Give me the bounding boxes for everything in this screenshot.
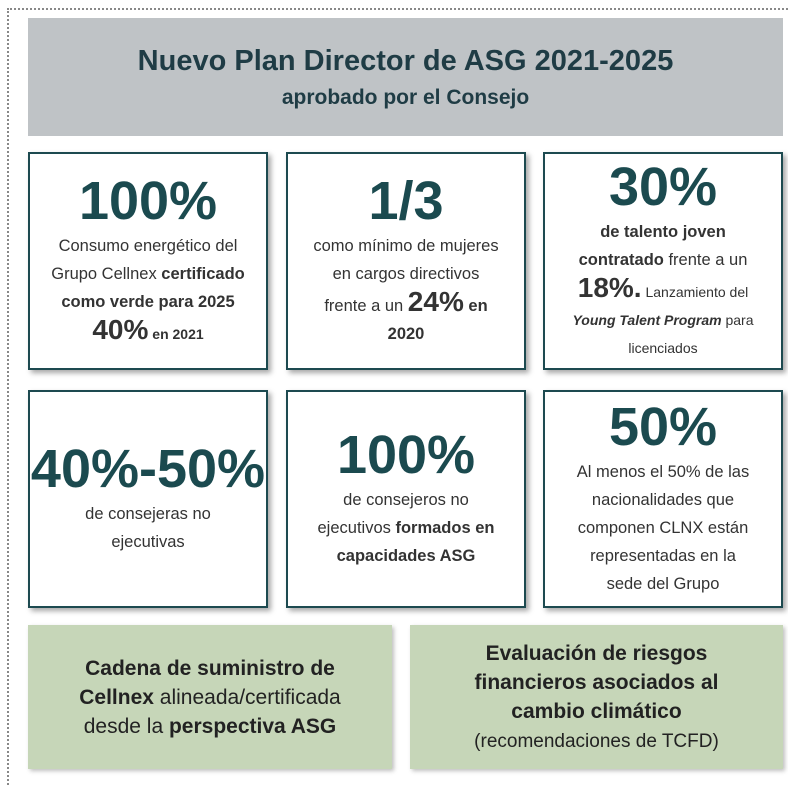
text-line: componen CLNX están [578,514,749,542]
text-line: desde la perspectiva ASG [84,712,337,741]
text-segment: como verde para 2025 [61,293,235,311]
text-segment: ejecutivas [111,533,185,551]
text-segment: para [721,312,754,328]
text-line: ejecutivas [111,528,184,556]
text-line: nacionalidades que [592,486,734,514]
text-segment: representadas en la [590,547,736,565]
text-line: Evaluación de riesgos [486,639,708,668]
text-segment: frente a un [663,251,748,269]
kpi-headline: 1/3 [368,171,444,231]
text-line: 40% en 2021 [92,316,203,348]
text-line: ejecutivos formados en [318,514,495,542]
text-line: Consumo energético del [59,232,238,260]
text-line: 18%. Lanzamiento del [578,274,748,306]
highlight-box: Cadena de suministro de Cellnex alineada/… [28,625,392,769]
text-segment: 24% [407,286,464,317]
text-segment: en 2021 [148,326,204,342]
text-line: sede del Grupo [607,570,720,598]
text-segment: capacidades ASG [336,547,476,565]
text-segment: contratado [578,251,664,269]
kpi-card: 30% de talento joven contratado frente a u… [543,152,783,370]
text-segment: como mínimo de mujeres [313,237,499,255]
kpi-headline: 100% [78,171,218,231]
text-segment: (recomendaciones de TCFD) [474,730,719,752]
kpi-headline: 50% [608,397,718,457]
kpi-headline: 100% [336,425,476,485]
text-line: representadas en la [590,542,736,570]
kpi-card: 100% de consejeros no ejecutivos formados … [286,390,526,608]
text-segment: perspectiva ASG [168,714,337,738]
text-segment: Young Talent Program [572,312,722,328]
text-line: Cadena de suministro de [85,654,335,683]
text-line: como verde para 2025 [61,288,234,316]
text-line: 2020 [388,320,425,348]
text-line: de talento joven [600,218,726,246]
text-line: contratado frente a un [579,246,748,274]
text-segment: 40% [92,314,149,345]
text-segment: 2020 [387,325,425,343]
text-line: Young Talent Program para [572,306,753,334]
text-segment: Cadena de suministro de [85,656,335,680]
text-line: Cellnex alineada/certificada [79,683,341,712]
header: Nuevo Plan Director de ASG 2021-2025 apr… [28,18,783,136]
text-line: frente a un 24% en [324,288,487,320]
text-line: como mínimo de mujeres [313,232,498,260]
text-segment: sede del Grupo [606,575,720,593]
text-line: Al menos el 50% de las [577,458,749,486]
text-segment: ejecutivos [317,519,396,537]
text-segment: de talento joven [600,223,726,241]
text-line: Grupo Cellnex certificado [51,260,245,288]
text-segment: licenciados [628,340,698,356]
kpi-card: 100% Consumo energético del Grupo Cellnex … [28,152,268,370]
text-segment: de consejeros no [343,491,469,509]
text-line: cambio climático [511,697,681,726]
text-segment: Cellnex [79,685,154,709]
text-segment: de consejeras no [85,505,211,523]
text-segment: Evaluación de riesgos [485,641,708,665]
text-segment: formados en [395,519,495,537]
text-segment: Lanzamiento del [641,284,749,300]
text-segment: componen CLNX están [577,519,749,537]
text-segment: nacionalidades que [591,491,735,509]
text-segment: Consumo energético del [58,237,238,255]
kpi-headline: 30% [608,157,718,217]
text-segment: financieros asociados al [474,670,719,694]
text-segment: desde la [83,714,169,738]
highlight-box: Evaluación de riesgos financieros asociad… [410,625,783,769]
text-segment: 18%. [577,272,642,303]
text-line: de consejeras no [85,500,211,528]
kpi-card: 1/3 como mínimo de mujeres en cargos direc… [286,152,526,370]
text-line: (recomendaciones de TCFD) [474,726,719,756]
kpi-card: 50% Al menos el 50% de las nacionalidades … [543,390,783,608]
text-line: licenciados [628,334,697,362]
text-segment: en [463,297,488,315]
title: Nuevo Plan Director de ASG 2021-2025 [137,44,674,77]
text-segment: alineada/certificada [153,685,341,709]
subtitle: aprobado por el Consejo [281,85,530,109]
text-segment: Al menos el 50% de las [576,463,750,481]
dotted-frame [7,8,788,785]
text-segment: certificado [161,265,245,283]
text-segment: cambio climático [511,699,682,723]
text-line: financieros asociados al [475,668,719,697]
text-line: de consejeros no [343,486,469,514]
text-line: en cargos directivos [333,260,480,288]
kpi-headline: 40%-50% [30,439,266,499]
text-line: capacidades ASG [337,542,476,570]
text-segment: frente a un [324,297,408,315]
text-segment: en cargos directivos [332,265,480,283]
text-segment: Grupo Cellnex [51,265,162,283]
kpi-card: 40%-50% de consejeras no ejecutivas [28,390,268,608]
